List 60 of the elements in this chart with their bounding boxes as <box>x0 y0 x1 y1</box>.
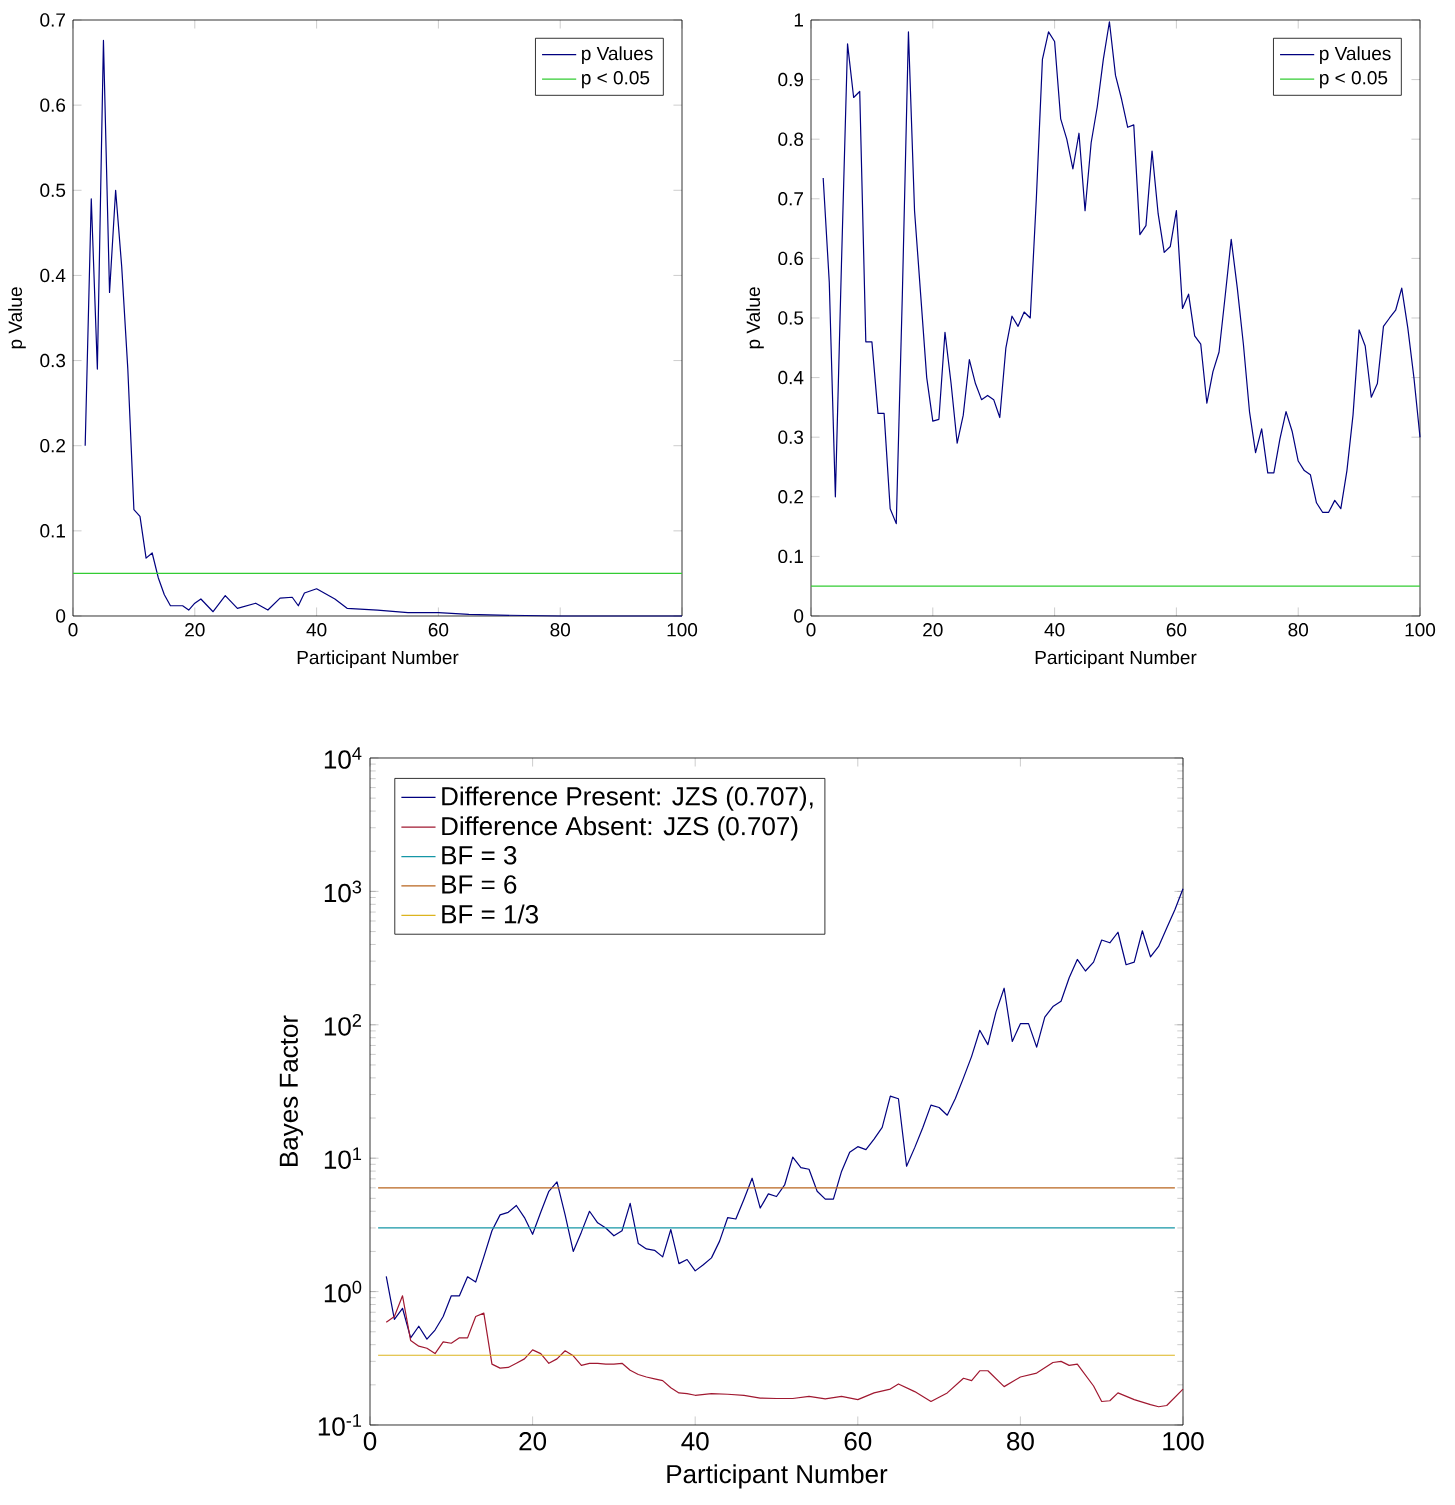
y-tick-label: 0.6 <box>40 98 66 112</box>
x-axis-title: Participant Number <box>297 650 459 668</box>
x-tick-label: 100 <box>1163 1432 1204 1451</box>
x-tick-label: 80 <box>550 623 571 637</box>
y-tick-label: 0.8 <box>778 132 804 146</box>
y-tick-label: 1 <box>794 13 803 27</box>
x-tick-label: 60 <box>844 1432 872 1451</box>
legend-label: p < 0.05 <box>582 71 650 89</box>
x-tick-label: 0 <box>806 623 816 637</box>
legend-label: BF = 1/3 <box>442 904 538 924</box>
x-tick-label: 0 <box>68 623 78 637</box>
legend-label: Difference Present: JZS (0.707), <box>442 786 813 811</box>
y-tick-label: 0.5 <box>778 311 804 325</box>
x-tick-label: 80 <box>1007 1432 1034 1451</box>
y-tick-label: 0.9 <box>778 72 804 87</box>
y-tick-label: 10$^{4}$ <box>324 747 362 769</box>
x-tick-label: 20 <box>185 623 205 637</box>
x-axis-title: Participant Number <box>1035 650 1197 668</box>
y-tick-label: 0.3 <box>40 353 66 368</box>
x-tick-label: 80 <box>1288 623 1309 637</box>
y-tick-label: 0.7 <box>40 13 65 27</box>
y-tick-label: 0.5 <box>40 183 66 198</box>
y-tick-label: 0.6 <box>778 251 804 266</box>
x-tick-label: 40 <box>1044 623 1065 637</box>
y-tick-label: 0.3 <box>778 430 804 444</box>
x-tick-label: 40 <box>306 623 327 637</box>
y-tick-label: 10$^{0}$ <box>324 1280 362 1303</box>
x-tick-label: 60 <box>428 623 449 637</box>
x-tick-label: 20 <box>519 1432 547 1451</box>
line-series <box>385 1295 1184 1408</box>
y-tick-label: 0.7 <box>778 192 803 206</box>
x-tick-label: 0 <box>363 1432 377 1451</box>
y-tick-label: 0 <box>794 609 804 623</box>
y-axis-title: p Value <box>8 287 26 349</box>
y-tick-label: 10$^{3}$ <box>324 880 362 903</box>
y-tick-label: 10$^{2}$ <box>324 1013 361 1036</box>
x-tick-label: 40 <box>681 1432 709 1451</box>
y-tick-label: 0.4 <box>778 370 804 385</box>
line-series <box>822 21 1421 525</box>
legend-label: p Values <box>582 46 653 64</box>
y-tick-label: 0.4 <box>40 268 66 283</box>
x-axis-title: Participant Number <box>667 1464 888 1489</box>
y-tick-label: 0.2 <box>40 438 65 453</box>
y-tick-label: 10$^{-1}$ <box>318 1414 362 1436</box>
legend-label: BF = 3 <box>442 846 517 865</box>
x-tick-label: 60 <box>1166 623 1187 637</box>
legend-label: BF = 6 <box>442 875 517 894</box>
y-axis-title: Bayes Factor <box>279 1015 304 1166</box>
legend-label: p < 0.05 <box>1320 71 1388 89</box>
y-tick-label: 0 <box>56 609 66 623</box>
y-tick-label: 0.1 <box>778 549 803 564</box>
legend-label: Difference Absent: JZS (0.707) <box>442 816 798 841</box>
legend-label: p Values <box>1320 46 1391 64</box>
x-tick-label: 20 <box>923 623 943 637</box>
y-axis-title: p Value <box>746 287 764 349</box>
y-tick-label: 0.2 <box>778 490 803 504</box>
y-tick-label: 0.1 <box>40 524 65 538</box>
x-tick-label: 100 <box>667 623 698 637</box>
x-tick-label: 100 <box>1405 623 1436 637</box>
y-tick-label: 10$^{1}$ <box>324 1147 362 1169</box>
